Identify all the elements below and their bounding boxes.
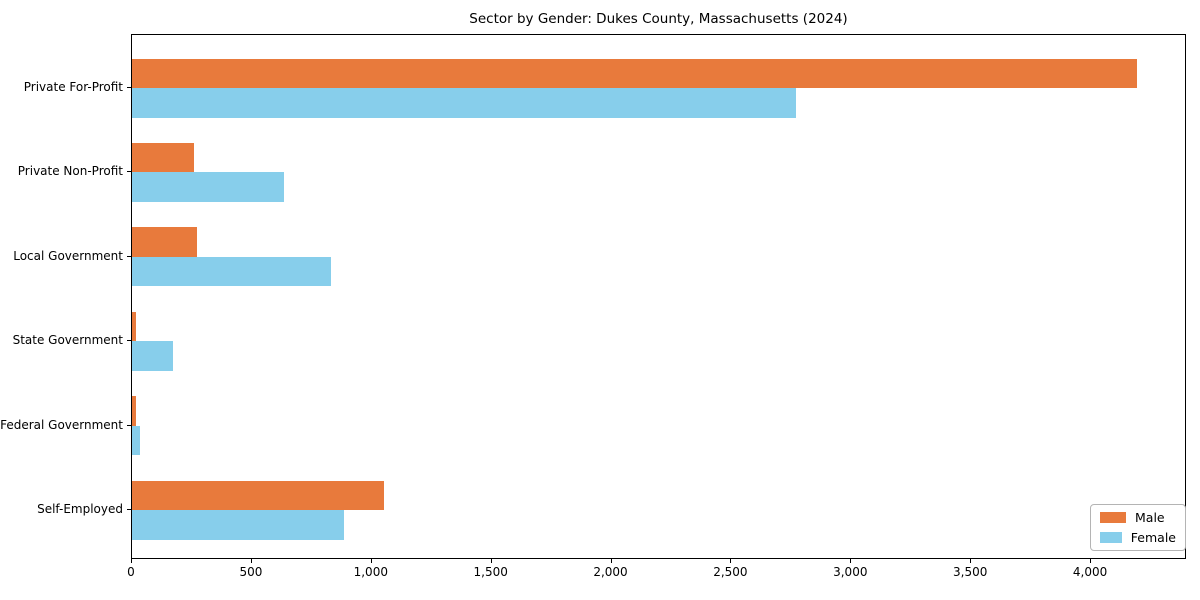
- bar-male-state-government: [132, 311, 136, 342]
- y-tick-label-self-employed: Self-Employed: [37, 502, 123, 517]
- y-tick-mark: [127, 340, 131, 342]
- legend-entry-male: Male: [1100, 511, 1176, 524]
- legend-entry-female: Female: [1100, 531, 1176, 544]
- x-tick-mark: [610, 559, 612, 563]
- bar-female-state-government: [132, 341, 173, 371]
- x-tick-label-3000: 3,000: [833, 565, 868, 579]
- x-tick-label-1500: 1,500: [473, 565, 508, 579]
- bar-male-private-for-profit: [132, 58, 1137, 88]
- legend-swatch-male: [1100, 512, 1126, 523]
- x-tick-mark: [490, 559, 492, 563]
- x-tick-mark: [250, 559, 252, 563]
- x-tick-label-0: 0: [127, 565, 135, 579]
- bar-female-local-government: [132, 256, 331, 287]
- plot-area: [131, 34, 1186, 559]
- x-tick-label-4000: 4,000: [1072, 565, 1108, 579]
- x-tick-mark: [131, 559, 132, 563]
- y-tick-label-private-non-profit: Private Non-Profit: [17, 164, 123, 179]
- x-tick-label-1000: 1,000: [353, 565, 388, 579]
- bar-male-federal-government: [132, 396, 136, 426]
- bar-female-private-non-profit: [132, 172, 285, 202]
- y-tick-mark: [127, 171, 131, 173]
- legend-swatch-female: [1100, 532, 1122, 543]
- y-tick-mark: [127, 255, 131, 257]
- bar-male-private-non-profit: [132, 142, 195, 173]
- y-tick-label-private-for-profit: Private For-Profit: [23, 80, 123, 94]
- x-tick-label-500: 500: [239, 565, 263, 579]
- x-tick-mark: [730, 559, 732, 563]
- y-tick-label-federal-government: Federal Government: [0, 417, 123, 432]
- bar-male-self-employed: [132, 480, 384, 511]
- x-tick-mark: [970, 559, 972, 563]
- bar-male-local-government: [132, 227, 197, 257]
- legend: Male Female: [1090, 504, 1186, 551]
- x-tick-label-3500: 3,500: [953, 565, 988, 579]
- y-tick-mark: [127, 424, 131, 426]
- y-tick-mark: [127, 509, 131, 511]
- bar-female-private-for-profit: [132, 88, 797, 118]
- x-tick-label-2500: 2,500: [713, 565, 748, 579]
- x-tick-mark: [850, 559, 852, 563]
- legend-label-female: Female: [1130, 530, 1176, 545]
- x-tick-label-2000: 2,000: [593, 565, 628, 579]
- x-tick-mark: [1090, 559, 1092, 563]
- chart-title: Sector by Gender: Dukes County, Massachu…: [469, 11, 848, 27]
- y-tick-label-local-government: Local Government: [13, 248, 123, 263]
- bar-female-federal-government: [132, 425, 141, 456]
- y-tick-mark: [127, 87, 131, 88]
- legend-label-male: Male: [1135, 510, 1165, 525]
- x-tick-mark: [370, 559, 372, 563]
- bar-female-self-employed: [132, 510, 345, 540]
- y-tick-label-state-government: State Government: [12, 333, 123, 348]
